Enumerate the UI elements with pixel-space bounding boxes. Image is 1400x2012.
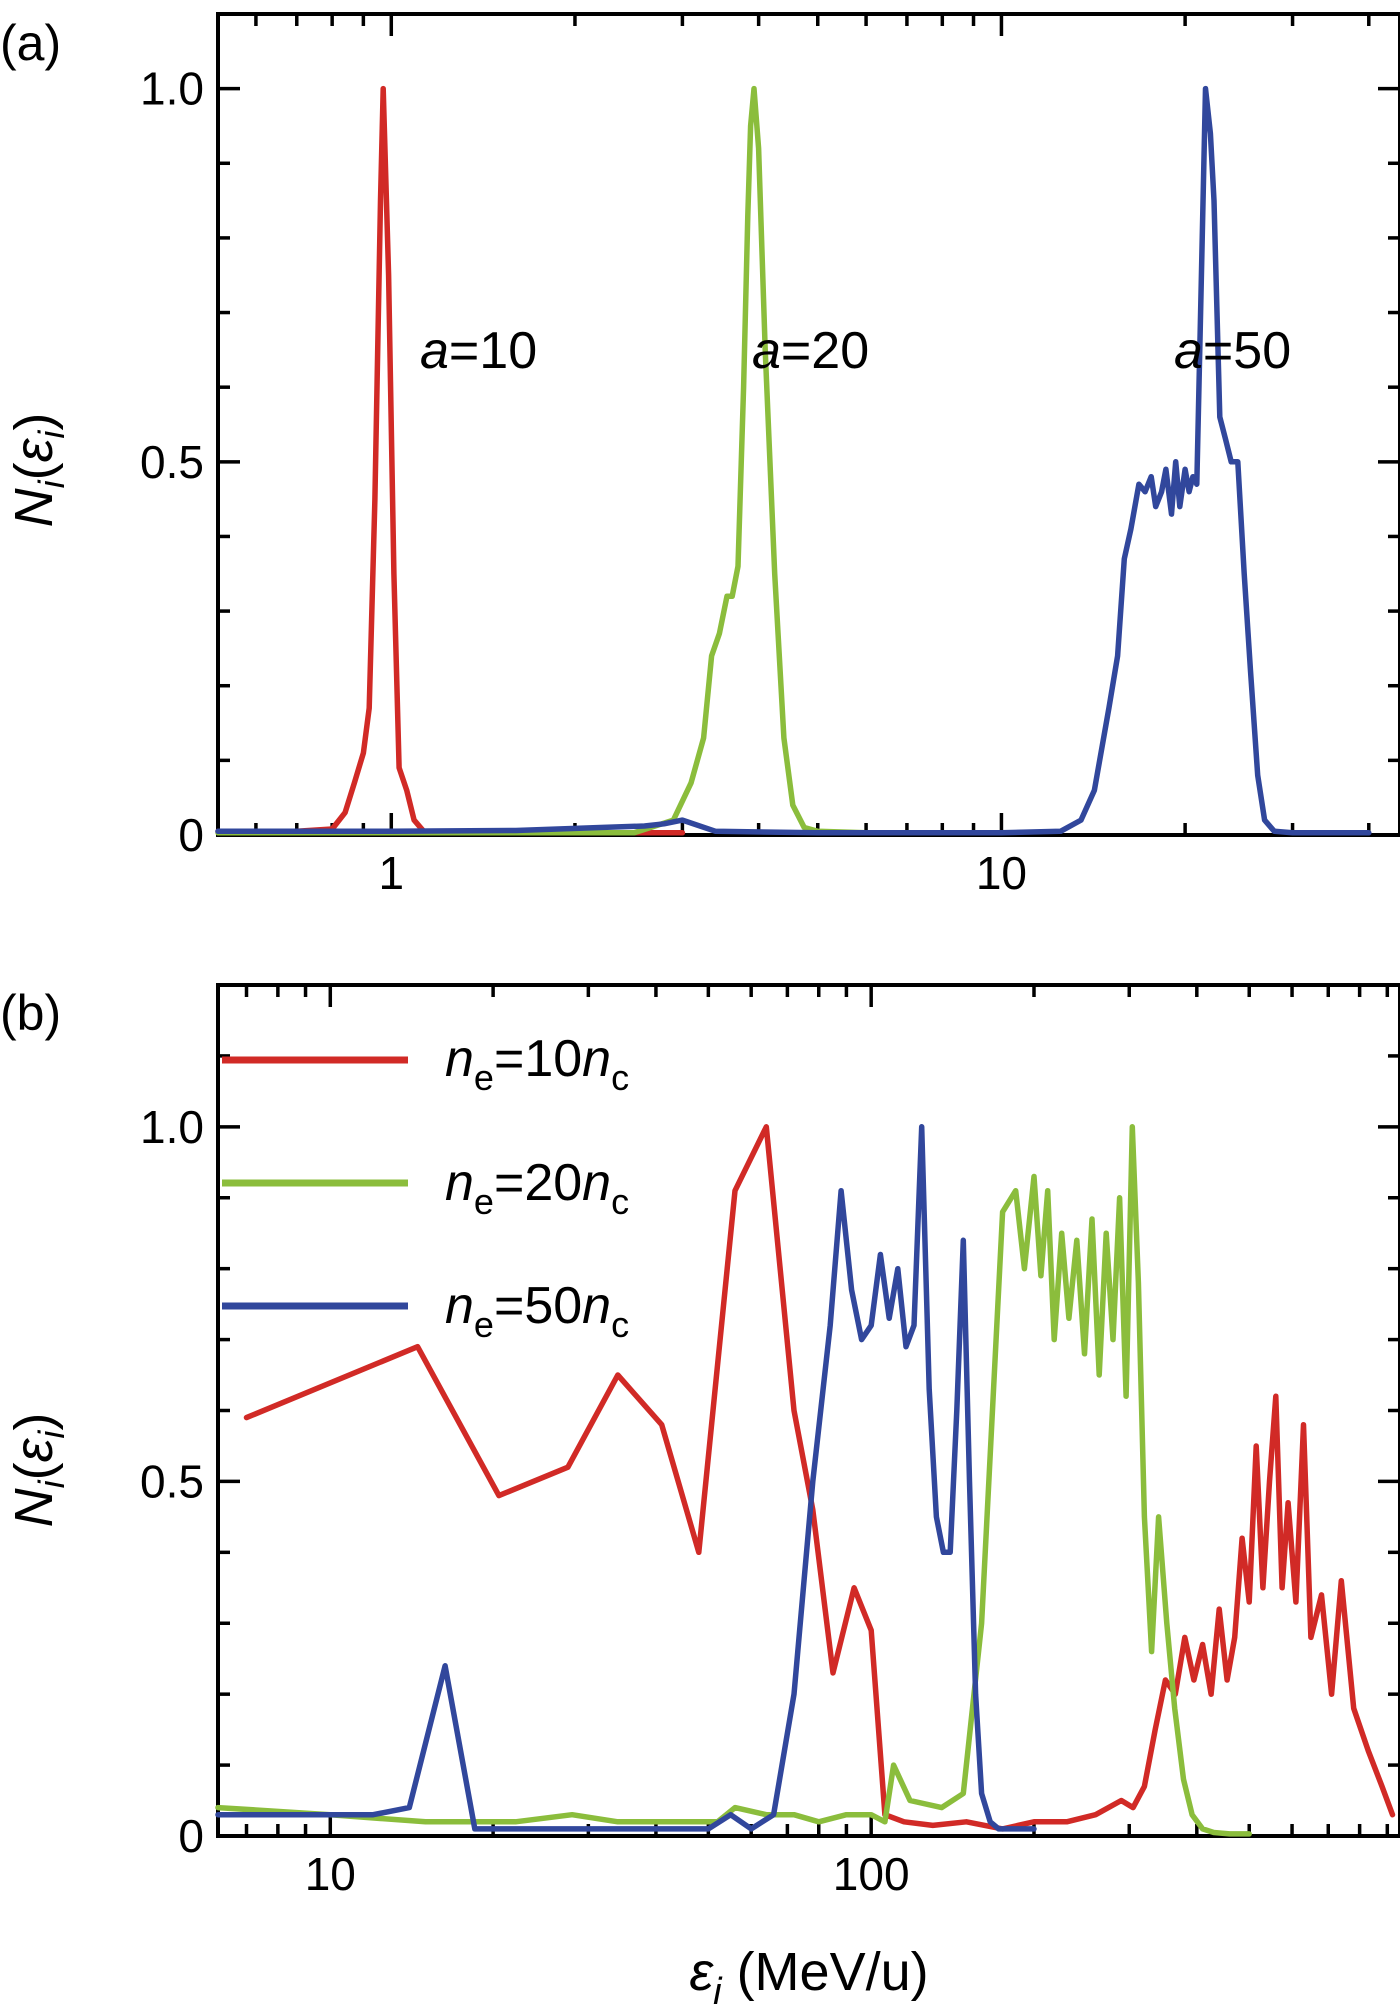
panel-a-xtick-label: 1 xyxy=(378,847,404,899)
panel-a-xtick-label: 10 xyxy=(976,847,1027,899)
legend-label-ne10: ne=10nc xyxy=(445,1030,629,1098)
annotation-a10: a=10 xyxy=(420,322,537,380)
panel-b-plot-frame xyxy=(216,983,1400,1838)
legend-label-ne50: ne=50nc xyxy=(445,1277,629,1345)
panel-b-xlabel: εi (MeV/u) xyxy=(689,1942,928,2012)
panel-b: (b) 10 100 0 0.5 1.0 ne=10nc ne=20nc ne=50nc… xyxy=(0,983,1400,2012)
panel-b-series-line-3 xyxy=(215,1124,1037,1832)
panel-a-ytick-label: 1.0 xyxy=(140,63,204,115)
panel-a-tick-labels: 1 10 0 0.5 1.0 xyxy=(140,63,1027,899)
panel-a-series-line-2 xyxy=(215,85,869,836)
panel-b-xtick-label: 10 xyxy=(305,1848,356,1900)
annotation-a50: a=50 xyxy=(1174,322,1291,380)
panel-b-series xyxy=(215,1124,1396,1837)
panel-b-ytick-label: 0.5 xyxy=(140,1455,204,1507)
panel-a-ylabel: Ni(εi) xyxy=(4,413,72,528)
panel-b-tick-labels: 10 100 0 0.5 1.0 xyxy=(140,1101,909,1900)
panel-a-ytick-label: 0 xyxy=(178,809,204,861)
panel-b-series-line-2 xyxy=(215,1124,1252,1837)
panel-a-ytick-label: 0.5 xyxy=(140,436,204,488)
panel-b-xtick-label: 100 xyxy=(833,1848,910,1900)
panel-b-series-line-1 xyxy=(243,1124,1396,1832)
panel-b-ytick-label: 1.0 xyxy=(140,1101,204,1153)
panel-a-label: (a) xyxy=(0,15,61,71)
legend-label-ne20: ne=20nc xyxy=(445,1154,629,1222)
annotation-a20: a=20 xyxy=(752,322,869,380)
panel-a-series xyxy=(215,85,1372,836)
panel-a-series-line-3 xyxy=(215,85,1372,836)
panel-a-series-line-1 xyxy=(215,85,686,836)
panel-b-ticks xyxy=(218,983,1400,1838)
panel-b-ytick-label: 0 xyxy=(178,1810,204,1862)
panel-b-label: (b) xyxy=(0,985,61,1041)
panel-a: (a) 1 10 0 0.5 1.0 a=10 a=20 a=50 Ni(εi) xyxy=(0,12,1400,899)
panel-b-ylabel: Ni(εi) xyxy=(4,1413,72,1528)
legend: ne=10nc ne=20nc ne=50nc xyxy=(222,1030,629,1345)
